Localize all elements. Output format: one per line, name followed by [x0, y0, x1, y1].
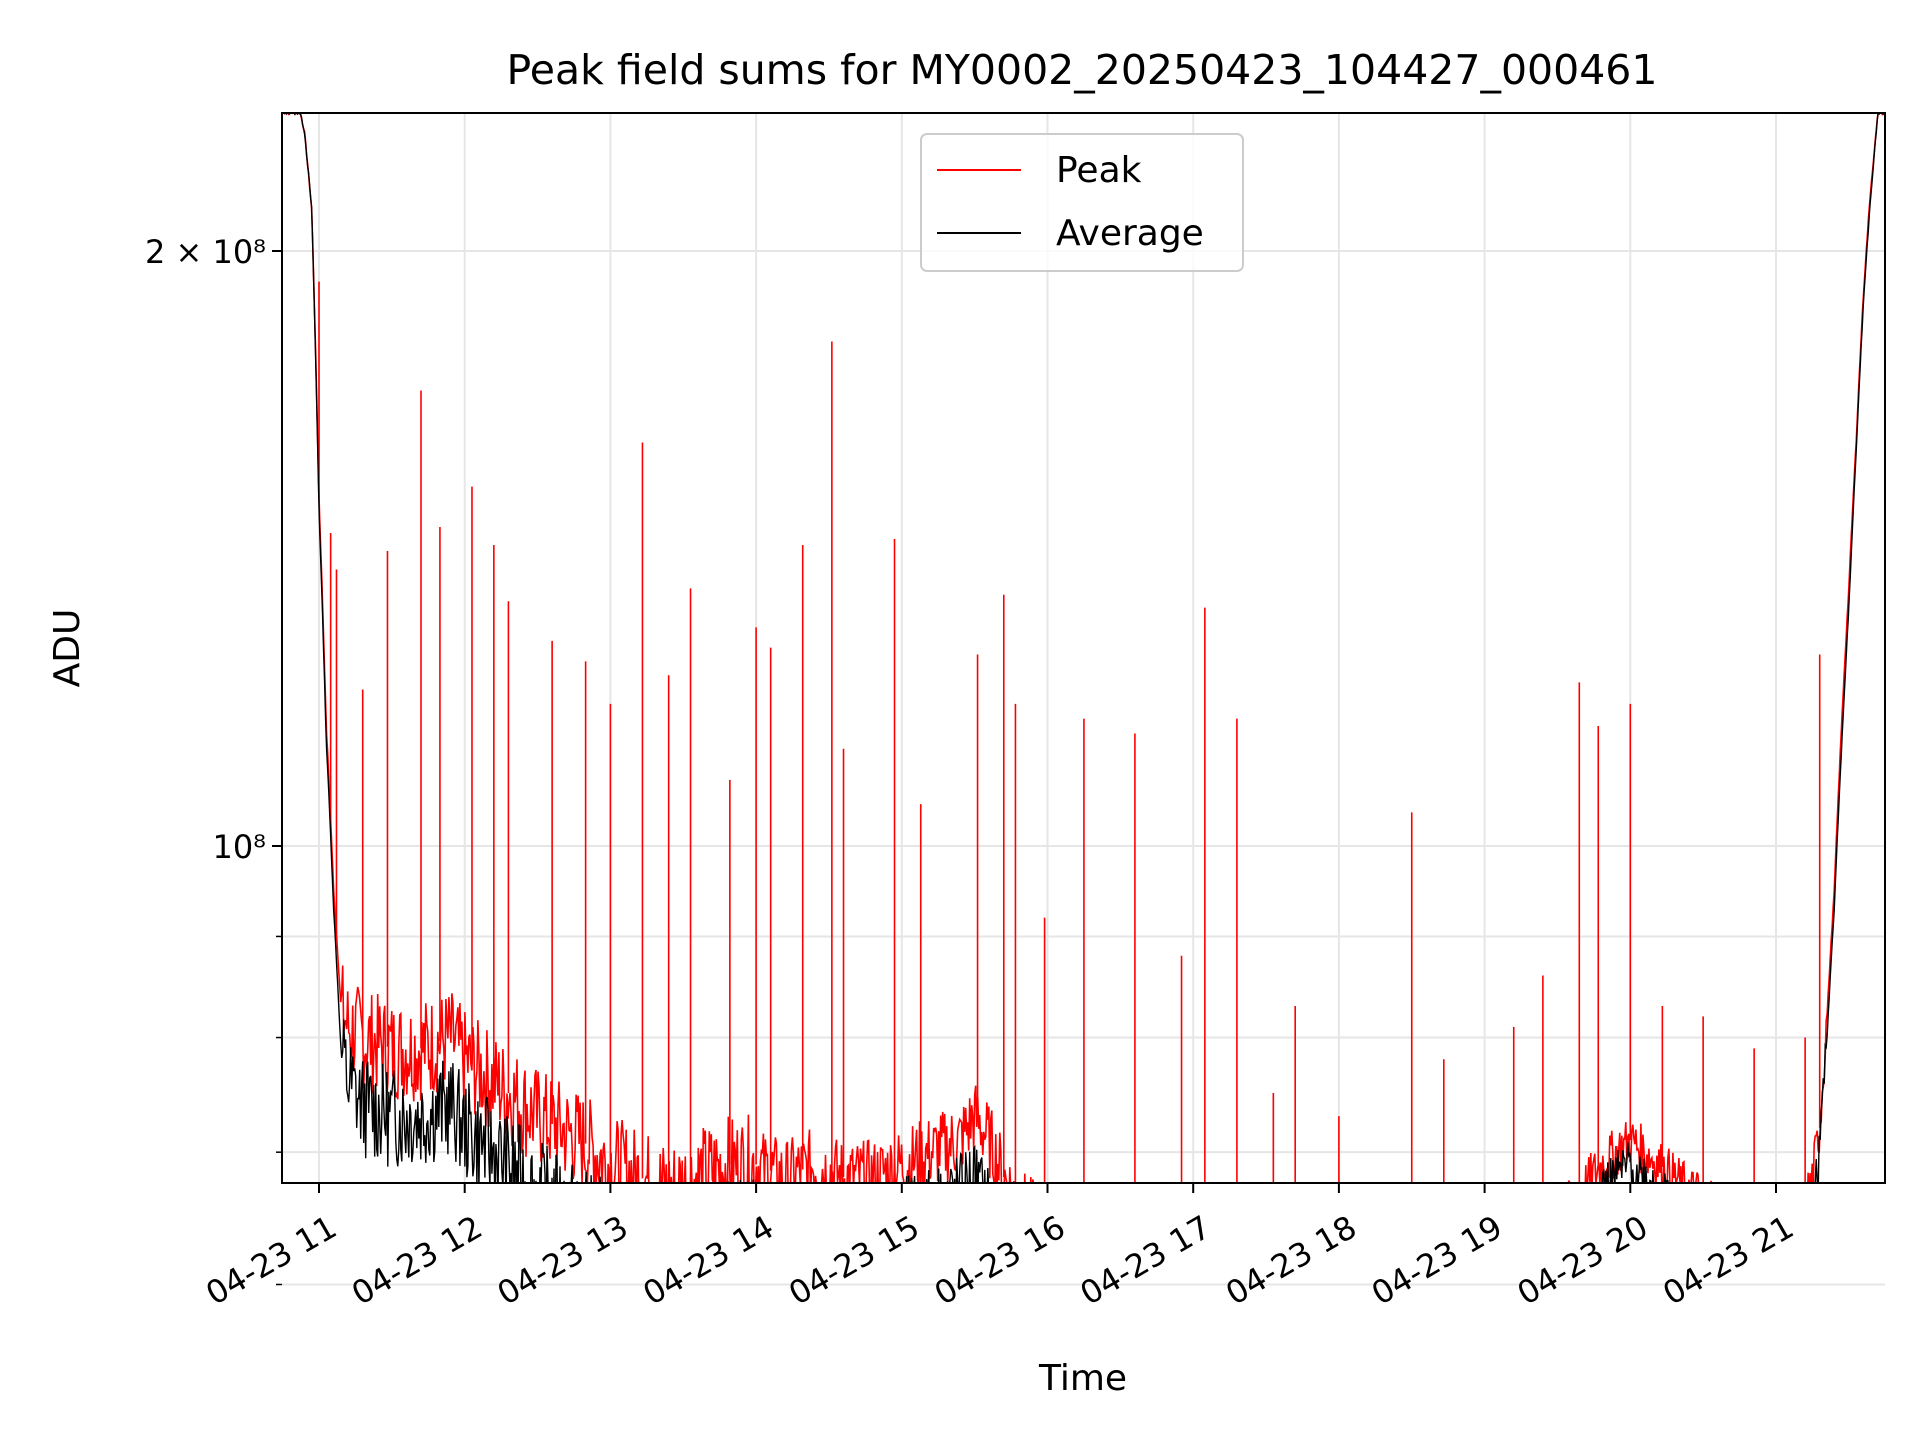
- legend: Peak Average: [920, 133, 1244, 272]
- chart-title: Peak field sums for MY0002_20250423_1044…: [507, 46, 1658, 94]
- legend-label-peak: Peak: [1056, 150, 1142, 191]
- legend-label-average: Average: [1056, 213, 1204, 254]
- y-axis-label: ADU: [47, 609, 88, 688]
- x-axis-label: Time: [1038, 1358, 1127, 1399]
- plot-frame: [281, 112, 1886, 1184]
- y-axis: 2 × 10⁸ 10⁸: [145, 233, 282, 1286]
- legend-box: [920, 133, 1244, 272]
- y-tick-label: 10⁸: [212, 828, 266, 866]
- series-line-average: [283, 113, 1885, 1183]
- y-tick-label: 2 × 10⁸: [145, 233, 266, 271]
